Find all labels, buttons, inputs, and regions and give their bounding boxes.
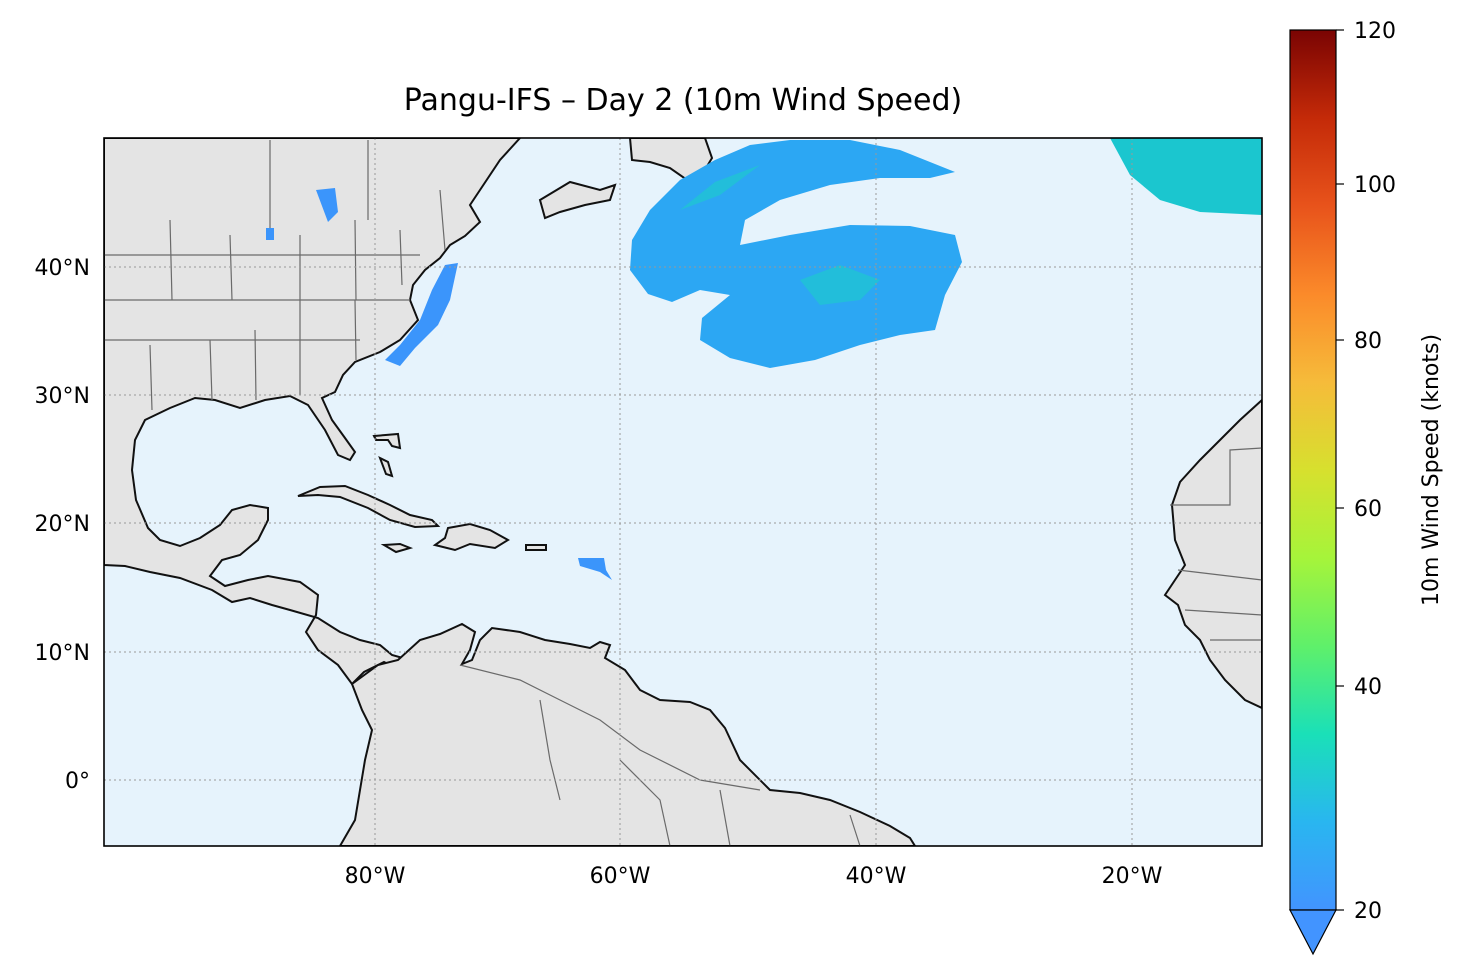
colorbar-tick-label: 120	[1354, 19, 1396, 44]
chart-title: Pangu-IFS – Day 2 (10m Wind Speed)	[404, 83, 962, 118]
wind-core	[680, 165, 880, 305]
lon-tick-label: 40°W	[846, 864, 907, 889]
lat-tick-label: 20°N	[35, 512, 90, 537]
colorbar-gradient	[1289, 29, 1337, 911]
wind-swath-us-coast	[385, 263, 458, 366]
wind-field	[266, 138, 1262, 580]
land-hispaniola	[432, 522, 510, 552]
colorbar-tick-label: 100	[1354, 173, 1396, 198]
lat-tick-label: 30°N	[35, 384, 90, 409]
colorbar-label: 10m Wind Speed (knots)	[1419, 334, 1444, 606]
colorbar-ticks	[1336, 29, 1344, 911]
colorbar-tick-label: 60	[1354, 497, 1382, 522]
wind-swath-northeast	[1110, 138, 1262, 215]
lat-tick-label: 40°N	[35, 256, 90, 281]
lat-tick-label: 0°	[65, 769, 90, 794]
land-bahamas	[372, 432, 402, 478]
lon-tick-label: 80°W	[345, 864, 406, 889]
land-jamaica	[380, 542, 414, 554]
colorbar-tick-label: 40	[1354, 675, 1382, 700]
land-puerto-rico	[525, 544, 547, 551]
land-north-america	[104, 138, 522, 686]
colorbar: 20 40 60 80 100 120 10m Wind Speed (knot…	[1289, 19, 1444, 956]
wind-caribbean-patch	[578, 558, 612, 580]
gridlines	[104, 138, 1262, 846]
wind-lakes	[266, 188, 338, 240]
colorbar-extend-min	[1289, 909, 1337, 956]
colorbar-tick-label: 20	[1354, 899, 1382, 924]
land-newfoundland	[538, 180, 617, 220]
lat-tick-label: 10°N	[35, 641, 90, 666]
lon-tick-label: 60°W	[590, 864, 651, 889]
map-frame	[103, 137, 1263, 847]
colorbar-tick-label: 80	[1354, 329, 1382, 354]
land-south-america	[338, 622, 917, 846]
land-africa	[1163, 398, 1262, 710]
lon-tick-label: 20°W	[1102, 864, 1163, 889]
map-panel	[103, 137, 1263, 847]
